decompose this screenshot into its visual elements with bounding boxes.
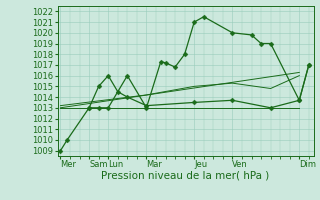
X-axis label: Pression niveau de la mer( hPa ): Pression niveau de la mer( hPa ) bbox=[101, 171, 270, 181]
